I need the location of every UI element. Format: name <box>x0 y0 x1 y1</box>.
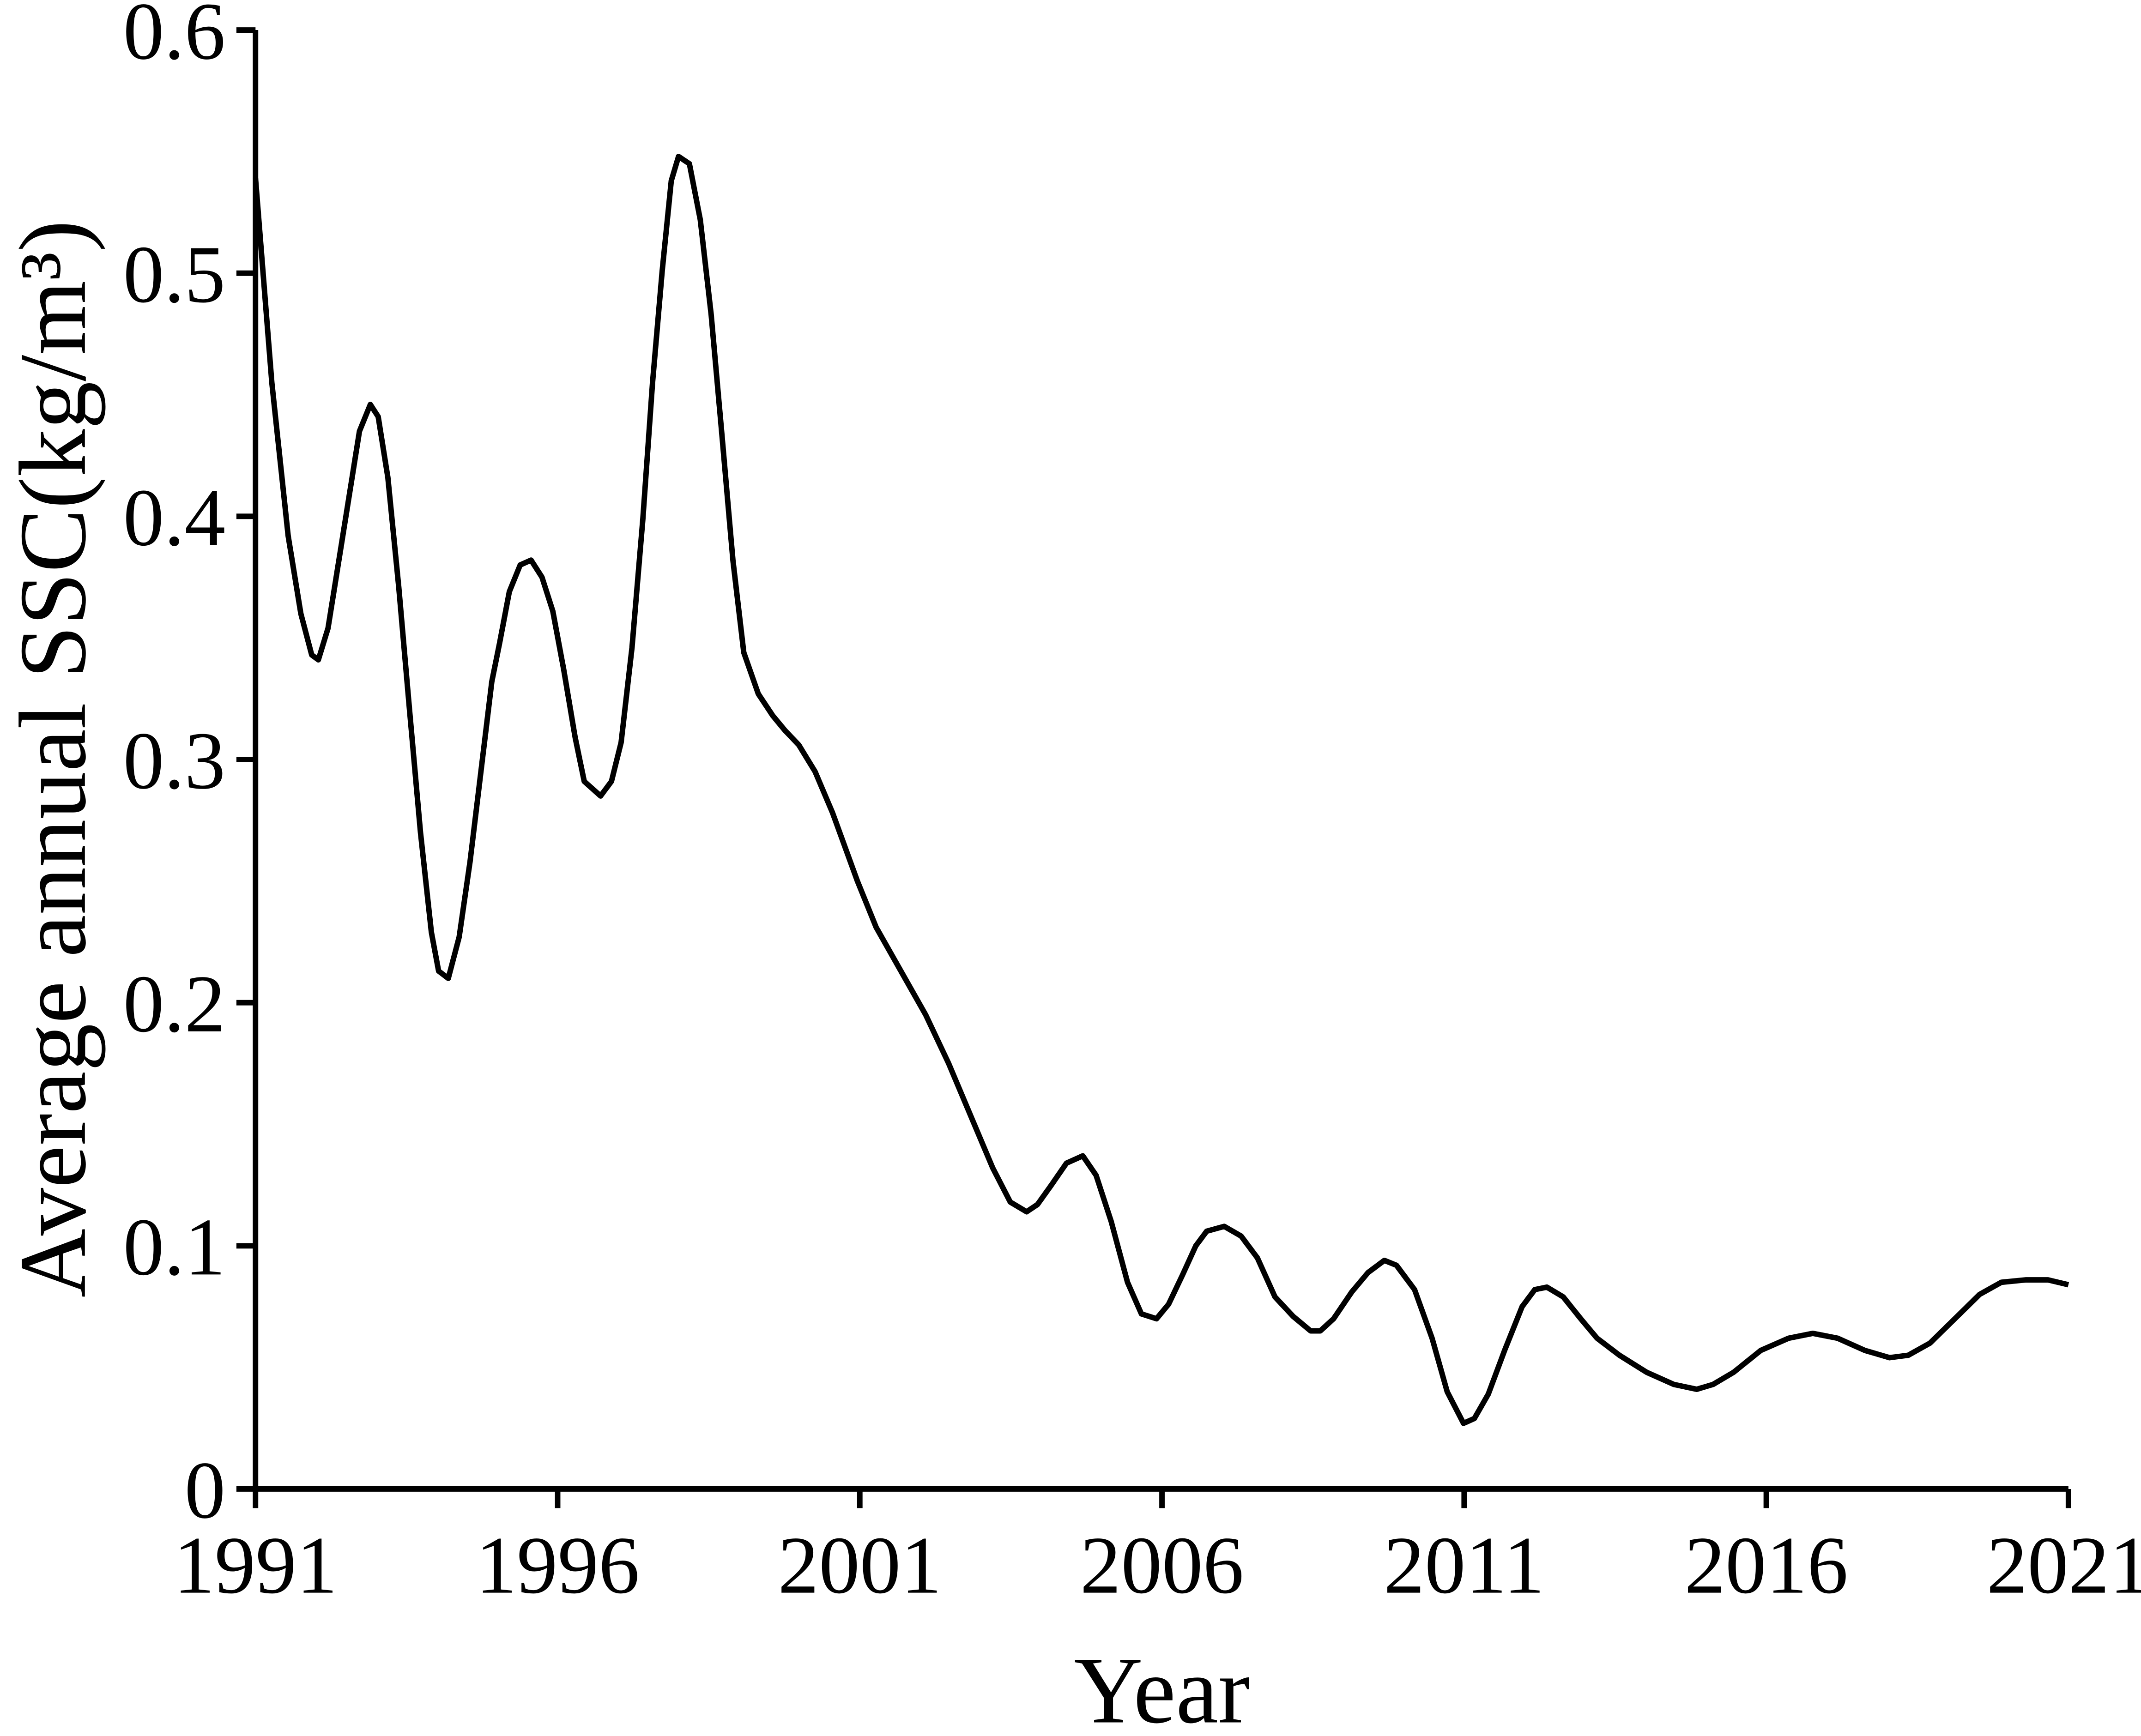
x-tick-label: 2016 <box>1684 1520 1848 1611</box>
y-tick-label: 0.6 <box>123 0 226 77</box>
x-tick-label: 1991 <box>174 1520 338 1611</box>
y-axis-label: Average annual SSC(kg/m³) <box>0 220 106 1298</box>
y-tick-label: 0.2 <box>123 959 226 1049</box>
x-tick-label: 2006 <box>1080 1520 1244 1611</box>
y-tick-label: 0 <box>185 1445 226 1536</box>
y-tick-label: 0.1 <box>123 1202 226 1292</box>
x-tick-label: 2021 <box>1986 1520 2141 1611</box>
x-tick-label: 2001 <box>778 1520 942 1611</box>
y-tick-label: 0.4 <box>123 472 226 563</box>
x-axis-label: Year <box>1074 1637 1250 1736</box>
y-tick-label: 0.5 <box>123 229 226 320</box>
y-tick-label: 0.3 <box>123 716 226 806</box>
x-tick-label: 1996 <box>476 1520 640 1611</box>
x-tick-label: 2011 <box>1384 1520 1544 1611</box>
line <box>253 153 2069 1426</box>
